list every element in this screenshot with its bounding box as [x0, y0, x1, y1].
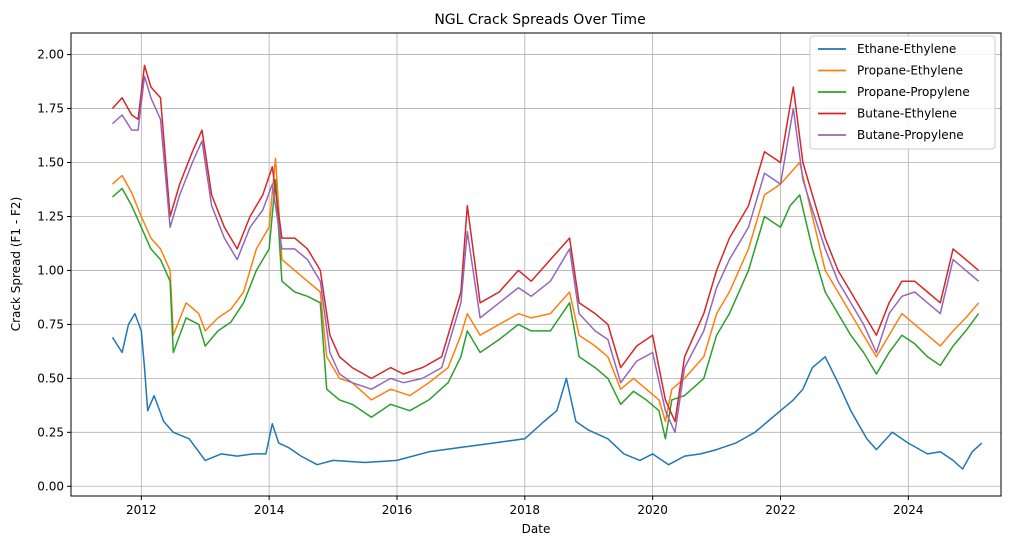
x-axis-label: Date [522, 522, 551, 536]
x-axis-ticks: 2012 2014 2016 2018 2020 2022 2024 [126, 496, 924, 517]
x-tick-label: 2012 [126, 503, 157, 517]
x-tick-label: 2018 [510, 503, 541, 517]
series-line-ethane-ethylene [111, 312, 983, 470]
y-tick-label: 1.75 [37, 102, 64, 116]
series-line-butane-propylene [111, 75, 980, 434]
y-axis-label: Crack Spread (F1 - F2) [9, 197, 23, 332]
series-line-propane-propylene [111, 179, 980, 440]
legend-entry: Propane-Ethylene [857, 64, 963, 78]
x-tick-label: 2020 [637, 503, 668, 517]
y-tick-label: 0.50 [37, 371, 64, 385]
legend-box [809, 35, 996, 150]
x-tick-label: 2024 [893, 503, 924, 517]
series-line-propane-ethylene [111, 157, 980, 423]
y-tick-label: 2.00 [37, 48, 64, 62]
series-line-butane-ethylene [111, 64, 980, 423]
x-tick-label: 2022 [765, 503, 796, 517]
y-tick-label: 1.50 [37, 156, 64, 170]
legend-entry: Butane-Ethylene [857, 107, 957, 121]
legend: Ethane-Ethylene Propane-Ethylene Propane-P… [809, 35, 996, 150]
series-lines [111, 64, 983, 470]
legend-entry: Ethane-Ethylene [857, 42, 956, 56]
y-tick-label: 0.75 [37, 317, 64, 331]
legend-entry: Butane-Propylene [857, 128, 964, 142]
y-tick-label: 1.00 [37, 263, 64, 277]
y-tick-label: 0.00 [37, 479, 64, 493]
legend-entry: Propane-Propylene [857, 85, 970, 99]
grid [71, 33, 1001, 496]
plot-frame [70, 32, 1002, 497]
y-tick-label: 1.25 [37, 209, 64, 223]
chart-title: NGL Crack Spreads Over Time [434, 12, 645, 28]
y-tick-label: 0.25 [37, 425, 64, 439]
x-tick-label: 2014 [254, 503, 285, 517]
x-tick-label: 2016 [382, 503, 413, 517]
y-axis-ticks: 0.00 0.25 0.50 0.75 1.00 1.25 1.50 1.75 2.00 [37, 48, 71, 493]
